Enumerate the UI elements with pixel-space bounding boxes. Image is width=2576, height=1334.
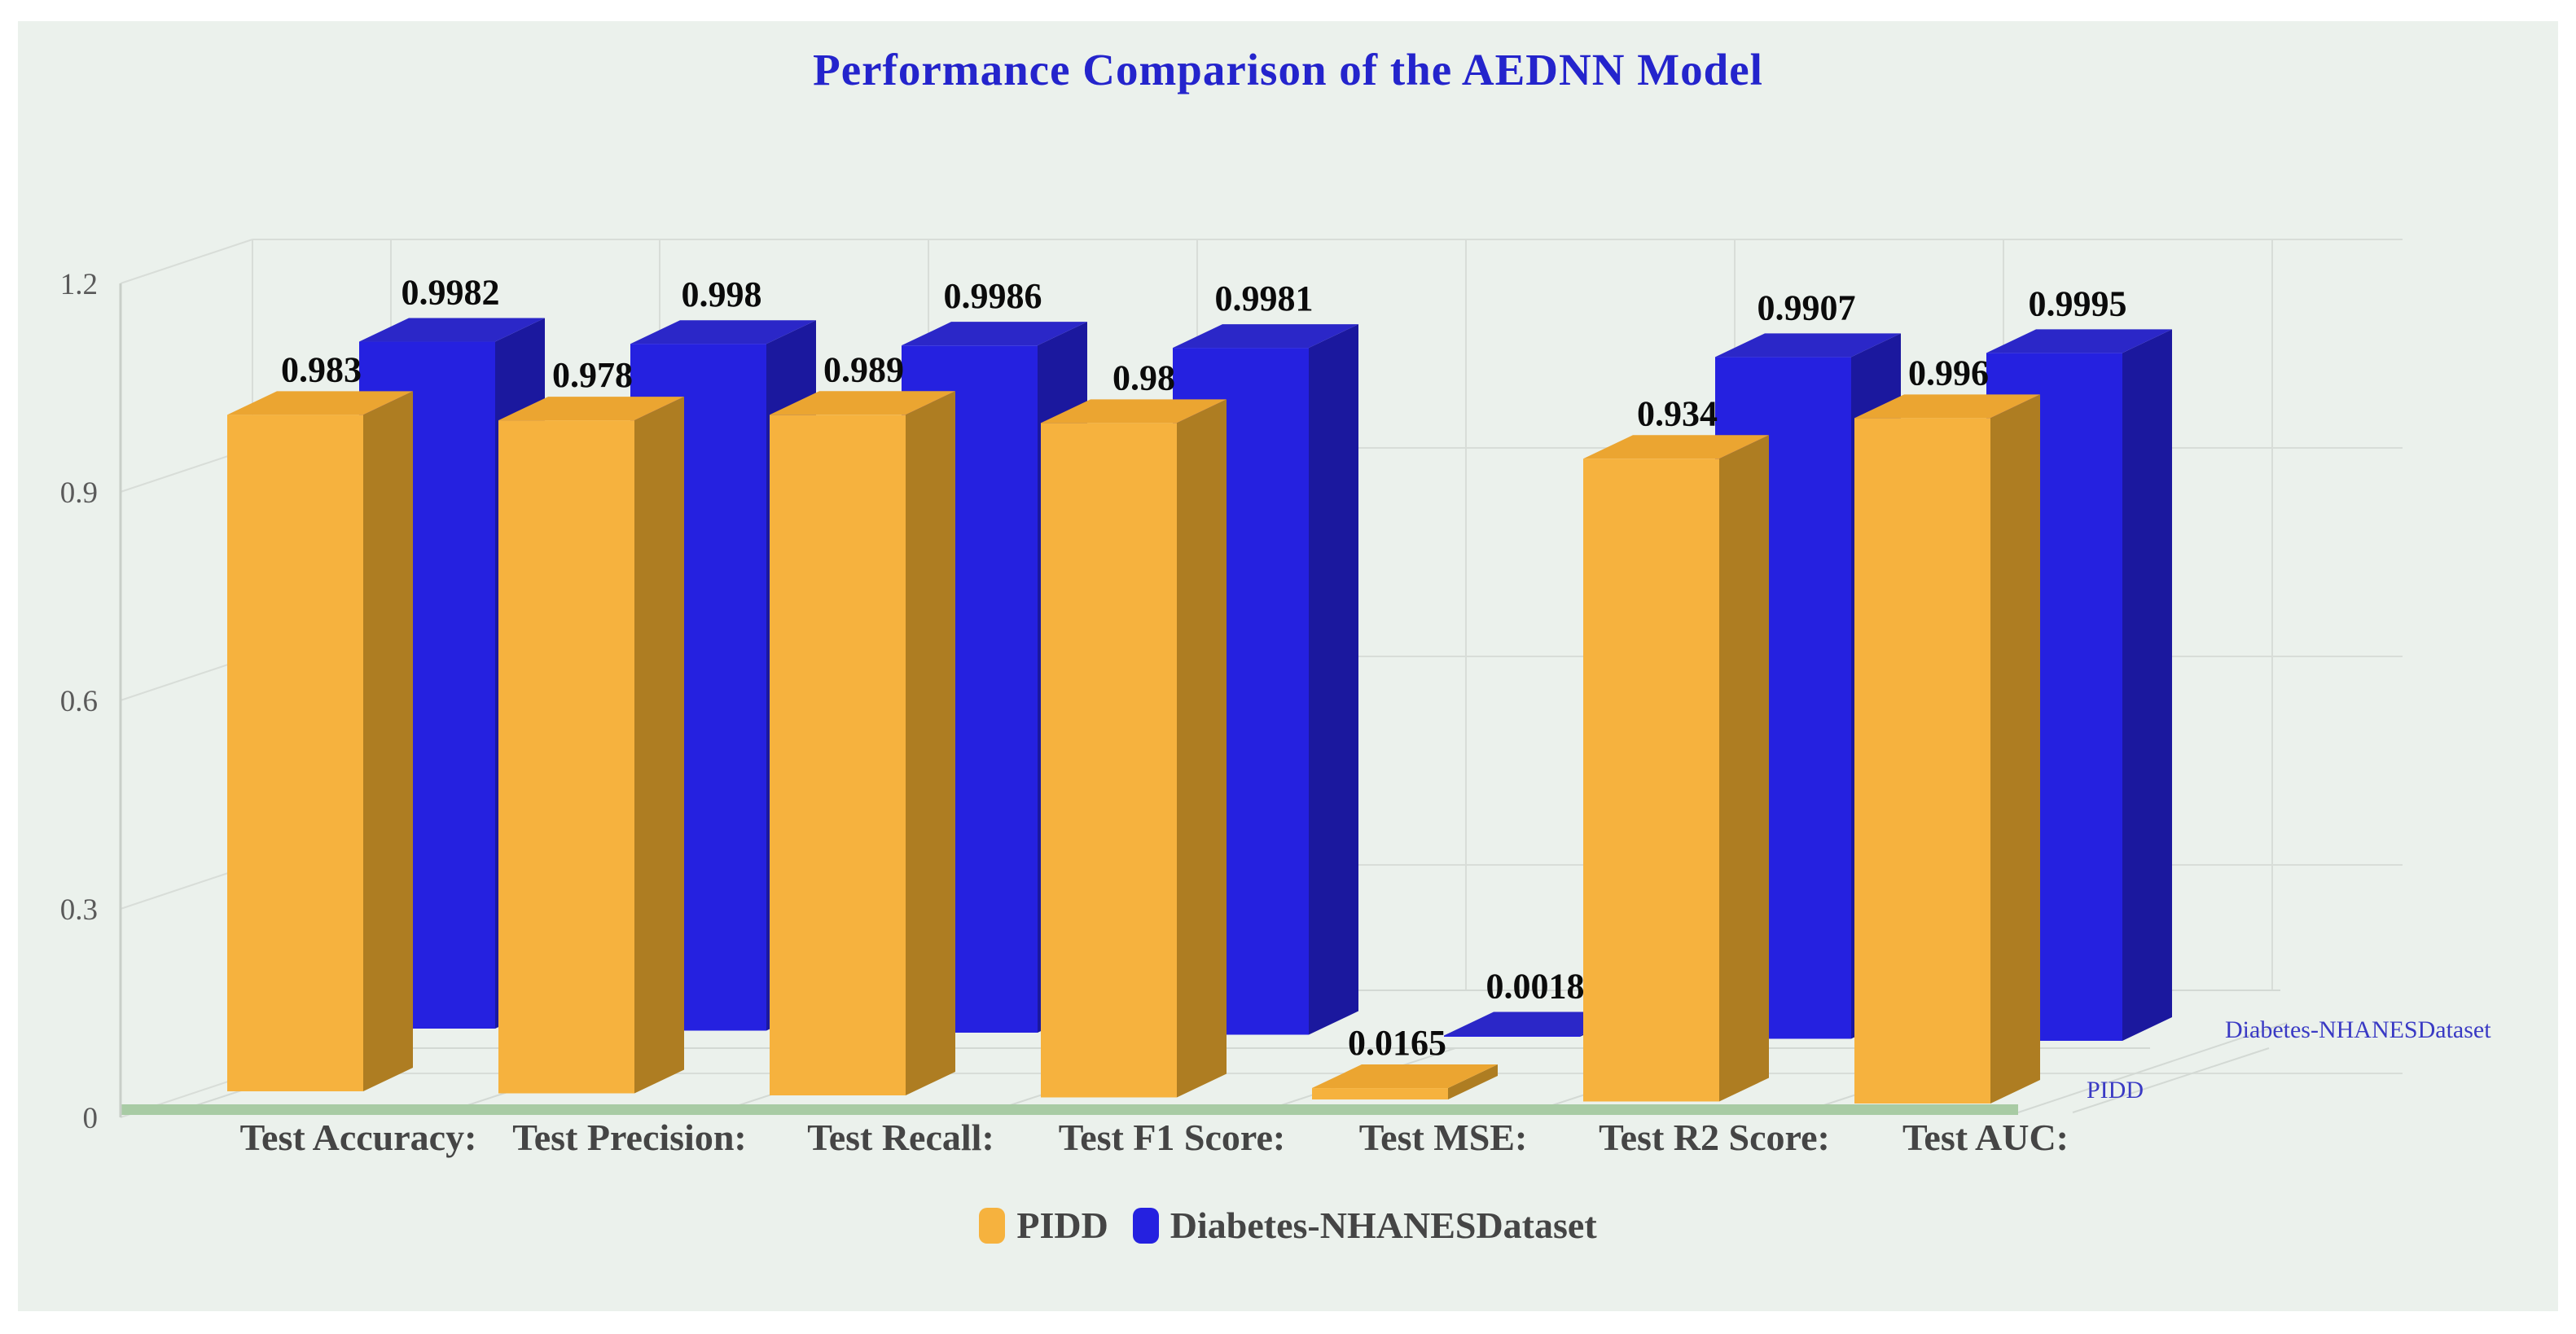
legend: PIDD Diabetes-NHANESDataset	[0, 1204, 2576, 1247]
bar-nhanes-top-face	[1715, 333, 1901, 358]
bar-value-label-nhanes: 0.998	[682, 274, 762, 314]
bar-value-label-pidd: 0.98	[1112, 358, 1175, 397]
bar-pidd-side-face	[1990, 394, 2040, 1104]
x-category-label: Test AUC:	[1902, 1117, 2069, 1158]
bar-value-label-nhanes: 0.9986	[944, 276, 1042, 316]
depth-axis-label-pidd: PIDD	[2087, 1077, 2144, 1104]
x-category-label: Test MSE:	[1359, 1117, 1528, 1158]
bar-value-label-pidd: 0.996	[1908, 353, 1989, 393]
floor-right-edge	[2017, 1022, 2288, 1113]
bar-pidd-front-face	[1583, 459, 1719, 1102]
bar-value-label-nhanes: 0.9981	[1215, 279, 1314, 318]
x-category-label: Test F1 Score:	[1059, 1117, 1286, 1158]
bar-value-label-pidd: 0.0165	[1348, 1023, 1446, 1063]
bar-pidd-side-face	[634, 397, 684, 1094]
x-category-label: Test Accuracy:	[240, 1117, 477, 1158]
bar-pidd-top-face	[1312, 1064, 1498, 1089]
bar-nhanes-top-face	[359, 318, 545, 342]
bar-pidd-front-face	[770, 415, 906, 1095]
bar-nhanes-front-face	[1444, 1035, 1580, 1037]
bar-pidd-top-face	[1583, 435, 1769, 459]
bar-pidd-top-face	[227, 391, 413, 415]
bar-nhanes-side-face	[2122, 329, 2172, 1041]
bar-nhanes-top-face	[1986, 329, 2172, 353]
legend-swatch-pidd-icon	[979, 1207, 1006, 1244]
bar-pidd-front-face	[227, 415, 363, 1091]
bar-value-label-pidd: 0.983	[281, 349, 362, 389]
bar-nhanes-top-face	[1173, 324, 1358, 349]
bar-pidd-front-face	[1854, 418, 1990, 1104]
y-tick-label: 0	[83, 1102, 99, 1135]
bar-pidd-front-face	[1312, 1088, 1448, 1099]
bar-value-label-nhanes: 0.9982	[402, 273, 500, 313]
y-tick-label: 1.2	[60, 268, 98, 301]
gridline-depth-connector	[120, 239, 253, 284]
bar-pidd-side-face	[906, 391, 955, 1095]
legend-label-pidd: PIDD	[1016, 1205, 1108, 1246]
legend-swatch-nhanes-icon	[1132, 1207, 1159, 1244]
legend-item-nhanes: Diabetes-NHANESDataset	[1132, 1204, 1597, 1247]
bar-nhanes-top-face	[630, 320, 816, 344]
bar-pidd-front-face	[498, 420, 634, 1094]
x-category-label: Test Recall:	[807, 1117, 994, 1158]
bar-pidd-top-face	[1854, 394, 2040, 419]
chart-title: Performance Comparison of the AEDNN Mode…	[813, 45, 1763, 94]
bar-value-label-nhanes: 0.9907	[1758, 287, 1856, 327]
bar-pidd-top-face	[1041, 399, 1227, 423]
floor-depth-line	[2072, 1047, 2270, 1113]
y-tick-label: 0.9	[60, 476, 98, 510]
bar-pidd-side-face	[1177, 399, 1227, 1098]
bar-pidd-top-face	[770, 391, 955, 415]
bar-nhanes-side-face	[1309, 324, 1358, 1035]
y-tick-label: 0.3	[60, 893, 98, 927]
bar-value-label-pidd: 0.989	[823, 349, 904, 389]
x-axis-baseline	[121, 1104, 2018, 1115]
bar-nhanes-top-face	[902, 322, 1087, 346]
bar-value-label-nhanes: 0.0018	[1486, 966, 1585, 1006]
x-category-label: Test Precision:	[512, 1117, 746, 1158]
depth-axis-label-nhanes: Diabetes-NHANESDataset	[2225, 1016, 2491, 1043]
legend-item-pidd: PIDD	[979, 1204, 1108, 1247]
bar-pidd-side-face	[363, 391, 413, 1091]
y-tick-label: 0.6	[60, 685, 98, 718]
bar-value-label-nhanes: 0.9995	[2029, 283, 2127, 323]
legend-label-nhanes: Diabetes-NHANESDataset	[1170, 1205, 1597, 1246]
bar-pidd-side-face	[1448, 1064, 1498, 1099]
bar-value-label-pidd: 0.978	[552, 355, 633, 395]
x-category-label: Test R2 Score:	[1599, 1117, 1830, 1158]
bar-value-label-pidd: 0.934	[1637, 393, 1718, 433]
bar-pidd-top-face	[498, 397, 684, 421]
bar-pidd-side-face	[1719, 435, 1769, 1102]
bar-pidd-front-face	[1041, 423, 1177, 1098]
